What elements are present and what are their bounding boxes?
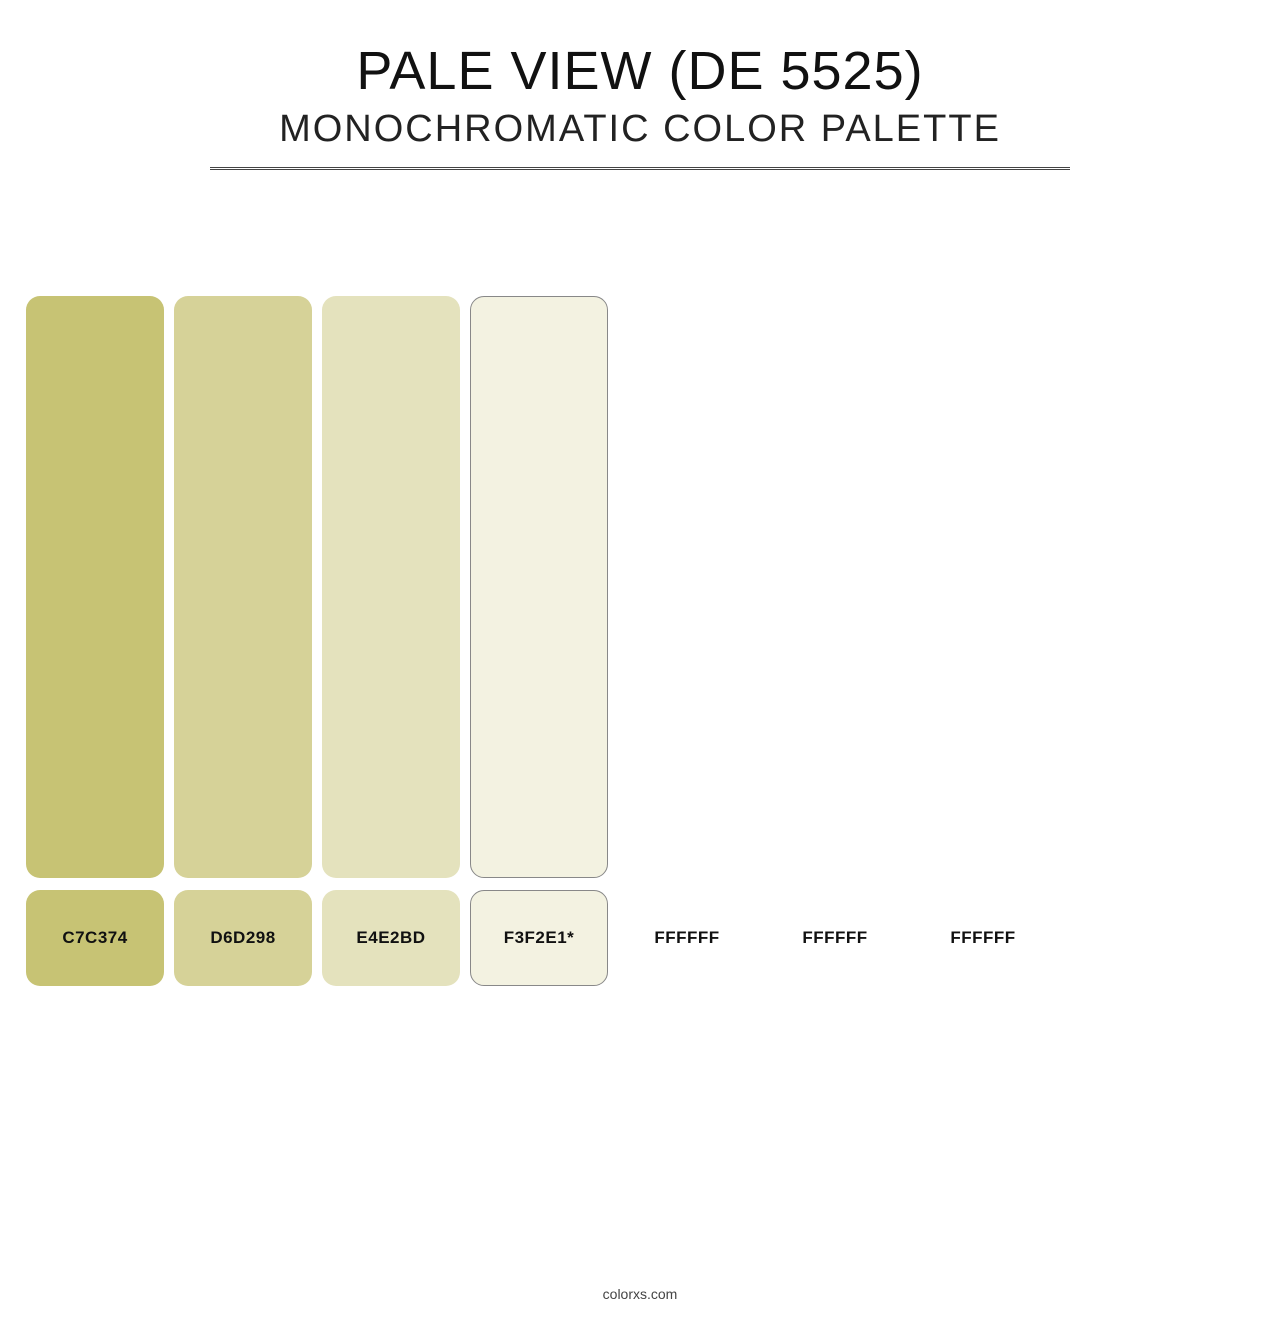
palette-chip-label: C7C374	[62, 928, 127, 948]
color-palette: C7C374 D6D298 E4E2BD F3F2E1* FFFFFF FFFFFF FFF…	[26, 296, 1062, 986]
palette-chip-label: D6D298	[210, 928, 275, 948]
header: PALE VIEW (DE 5525) MONOCHROMATIC COLOR …	[210, 0, 1070, 170]
palette-bar	[470, 296, 608, 878]
palette-chip: E4E2BD	[322, 890, 460, 986]
header-rule	[210, 167, 1070, 170]
palette-chip-label: FFFFFF	[950, 928, 1015, 948]
palette-chip: D6D298	[174, 890, 312, 986]
palette-bar	[26, 296, 164, 878]
palette-bar	[322, 296, 460, 878]
palette-chip-label: E4E2BD	[356, 928, 425, 948]
palette-chip: FFFFFF	[914, 890, 1052, 986]
footer-credit: colorxs.com	[0, 1286, 1280, 1302]
palette-bars-row	[26, 296, 1062, 878]
palette-bar	[914, 296, 1052, 878]
palette-bar	[766, 296, 904, 878]
palette-chip-label: FFFFFF	[654, 928, 719, 948]
page-title: PALE VIEW (DE 5525)	[210, 40, 1070, 102]
palette-chip-label: FFFFFF	[802, 928, 867, 948]
palette-chip: F3F2E1*	[470, 890, 608, 986]
palette-bar	[174, 296, 312, 878]
page-subtitle: MONOCHROMATIC COLOR PALETTE	[210, 108, 1070, 165]
palette-chip: FFFFFF	[618, 890, 756, 986]
palette-chip-label: F3F2E1*	[504, 928, 575, 948]
palette-chip: C7C374	[26, 890, 164, 986]
palette-chip: FFFFFF	[766, 890, 904, 986]
palette-bar	[618, 296, 756, 878]
palette-chips-row: C7C374 D6D298 E4E2BD F3F2E1* FFFFFF FFFFFF FFF…	[26, 890, 1062, 986]
